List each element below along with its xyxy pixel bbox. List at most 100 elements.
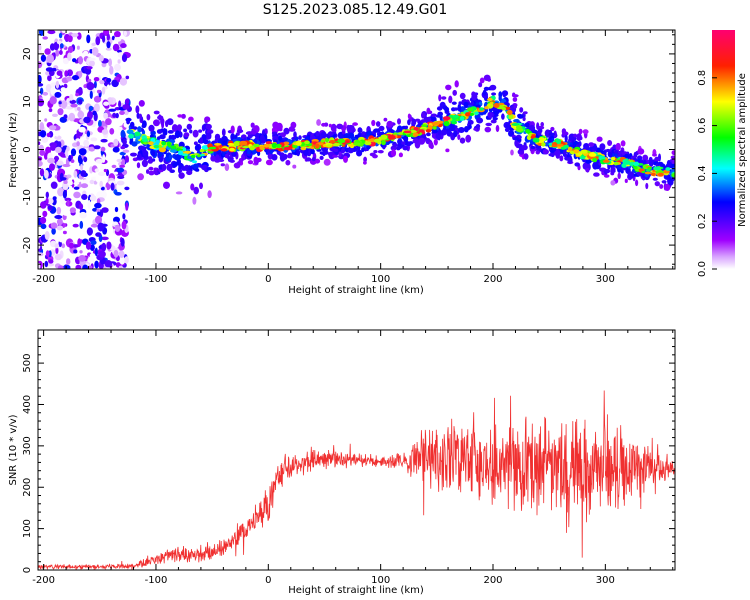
spectrogram-noise-blob (91, 42, 97, 46)
spectrogram-halo-blob (436, 106, 443, 111)
spectrogram-noise-blob (89, 179, 95, 185)
x-tick-label: -200 (32, 575, 55, 586)
spectrogram-ridge-blob (506, 109, 513, 116)
spectrogram-halo-blob (250, 122, 255, 128)
spectrogram-halo-blob (666, 160, 671, 168)
spectrogram-halo-blob (536, 122, 540, 130)
spectrogram-noise-blob (54, 253, 63, 261)
spectrogram-ridge-blob (516, 125, 523, 130)
spectrogram-halo-blob (582, 162, 588, 170)
spectrogram-noise-blob (101, 207, 109, 213)
spectrogram-halo-blob (501, 90, 509, 97)
spectrogram-halo-blob (361, 131, 366, 136)
spectrogram-halo-blob (298, 135, 302, 140)
spectrogram-noise-blob (56, 160, 64, 166)
spectrogram-noise-blob (55, 146, 62, 154)
spectrogram-halo-blob (158, 155, 164, 163)
spectrogram-noise-blob (91, 47, 99, 56)
spectrogram-halo-blob (230, 133, 236, 141)
spectrogram-halo-blob (228, 158, 234, 163)
spectrogram-ridge-blob (177, 150, 184, 156)
spectrogram-noise-blob (83, 116, 91, 124)
spectrogram-noise-blob (87, 257, 95, 264)
spectrogram-halo-blob (396, 146, 401, 151)
spectrogram-noise-blob (121, 220, 127, 230)
spectrogram-halo-blob (186, 170, 193, 176)
spectrogram-noise-blob (114, 31, 121, 38)
spectrogram-noise-blob (110, 182, 115, 191)
spectrogram-halo-blob (178, 162, 184, 168)
spectrogram-noise-blob (62, 57, 69, 65)
x-tick-label: 200 (483, 575, 502, 586)
spectrogram-halo-blob (615, 142, 621, 151)
spectrogram-ridge-blob (337, 138, 346, 144)
spectrogram-ridge-blob (183, 150, 192, 154)
spectrogram-ridge-blob (502, 106, 506, 111)
spectrogram-halo-blob (153, 119, 160, 127)
spectrogram-noise-blob (45, 191, 49, 199)
spectrogram-noise-blob (95, 36, 101, 46)
spectrogram-halo-blob (366, 144, 371, 150)
spectrogram-halo-blob (181, 166, 188, 171)
spectrogram-halo-blob (341, 147, 345, 154)
spectrogram-noise-blob (68, 155, 72, 162)
spectrogram-halo-blob (535, 150, 540, 155)
spectrogram-halo-blob (489, 84, 497, 91)
spectrogram-halo-blob (510, 149, 514, 156)
spectrogram-noise-blob (49, 163, 55, 171)
spectrogram-halo-blob (445, 84, 452, 91)
spectrogram-halo-blob (161, 163, 167, 171)
spectrogram-halo-blob (363, 160, 367, 165)
spectrogram-noise-blob (68, 112, 76, 122)
spectrogram-noise-blob (48, 125, 57, 131)
spectrogram-halo-blob (603, 174, 610, 178)
x-tick-label: -100 (145, 274, 168, 285)
spectrogram-noise-blob (92, 207, 98, 212)
spectrogram-noise-blob (56, 225, 64, 231)
spectrogram-noise-blob (47, 205, 53, 211)
spectrogram-noise-blob (77, 238, 82, 247)
spectrogram-noise-blob (60, 43, 64, 49)
spectrogram-noise-blob (61, 243, 66, 249)
spectrogram-halo-blob (193, 141, 198, 146)
spectrogram-ridge-blob (412, 132, 419, 137)
spectrogram-noise-blob (101, 86, 106, 95)
spectrogram-halo-blob (178, 169, 183, 173)
snr-ylabel: SNR (10 * v/v) (8, 414, 19, 485)
spectrogram-noise-blob (56, 70, 63, 76)
spectrogram-noise-blob (42, 91, 49, 96)
spectrogram-noise-blob (99, 164, 104, 171)
spectrogram-halo-blob (453, 130, 458, 138)
spectrogram-ridge-blob (580, 149, 588, 154)
spectrogram-halo-blob (671, 150, 675, 156)
spectrogram-noise-blob (125, 75, 130, 80)
spectrogram-noise-blob (117, 126, 123, 131)
spectrogram-noise-blob (80, 170, 87, 177)
spectrogram-halo-blob (458, 101, 462, 106)
spectrogram-noise-blob (70, 103, 78, 108)
spectrogram-ridge-blob (373, 138, 381, 143)
spectrogram-noise-blob (88, 105, 94, 112)
spectrogram-halo-blob (491, 92, 497, 96)
spectrogram-ridge-blob (479, 107, 484, 111)
spectrogram-ridge-blob (493, 103, 500, 108)
spectrogram-halo-blob (585, 158, 592, 164)
spectrogram-noise-blob (101, 242, 107, 252)
spectrogram-halo-blob (142, 147, 147, 156)
spectrogram-halo-blob (490, 119, 497, 124)
spectrogram-noise-blob (93, 77, 100, 82)
spectrogram-marks (38, 30, 675, 269)
spectrogram-halo-blob (343, 155, 348, 163)
spectrogram-noise-blob (114, 76, 120, 81)
spectrogram-halo-blob (654, 156, 660, 162)
spectrogram-halo-blob (574, 162, 580, 167)
spectrogram-noise-blob (62, 190, 67, 199)
spectrogram-noise-blob (100, 236, 109, 241)
spectrogram-halo-blob (199, 182, 203, 190)
spectrogram-ridge-blob (283, 141, 290, 145)
x-tick-label: -100 (145, 575, 168, 586)
spectrogram-halo-blob (138, 113, 143, 120)
spectrogram-halo-blob (635, 179, 639, 187)
spectrogram-halo-blob (426, 132, 431, 137)
spectrogram-noise-blob (109, 128, 115, 135)
